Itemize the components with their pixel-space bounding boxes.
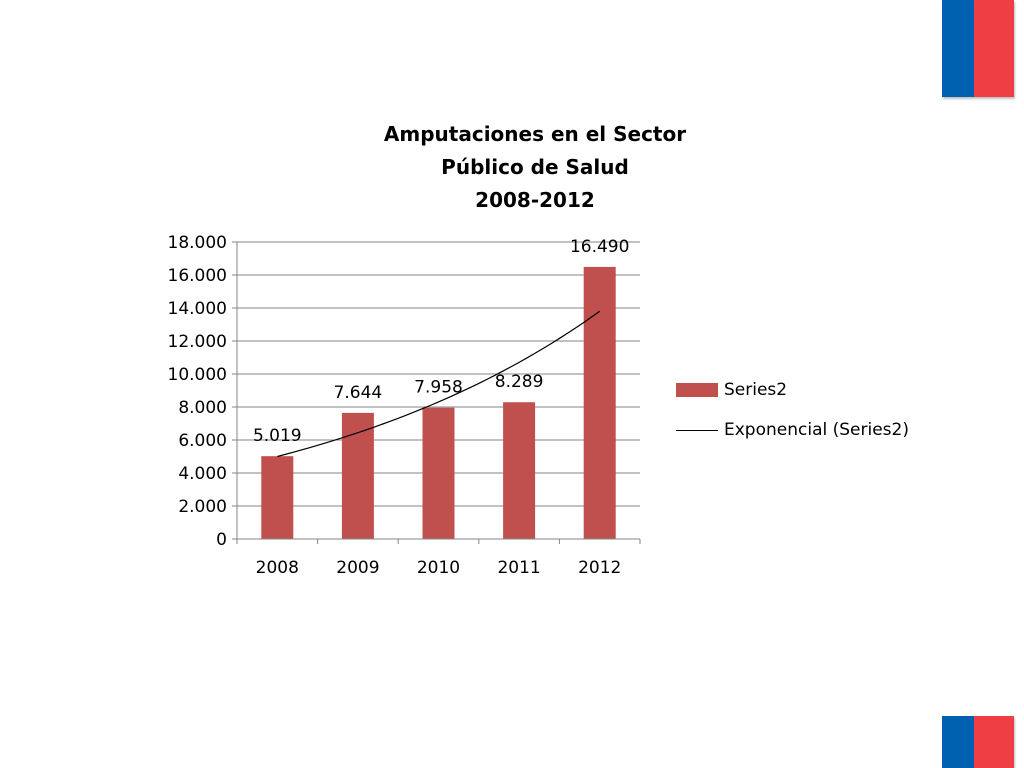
bar-2011 xyxy=(503,402,536,539)
y-tick-label: 0 xyxy=(216,530,227,550)
data-label-2009: 7.644 xyxy=(334,383,383,403)
legend-label-series2: Series2 xyxy=(724,380,788,400)
y-tick-label: 16.000 xyxy=(168,266,227,286)
x-tick-label: 2010 xyxy=(417,558,460,578)
data-label-2011: 8.289 xyxy=(495,372,544,392)
legend-label-trendline: Exponencial (Series2) xyxy=(724,420,909,440)
flag-red-band xyxy=(974,0,1014,97)
y-tick-label: 8.000 xyxy=(178,398,227,418)
legend-swatch xyxy=(676,383,718,397)
x-axis: 2008 2009 2010 2011 2012 xyxy=(236,242,641,578)
bar-2010 xyxy=(422,407,455,539)
x-tick-label: 2012 xyxy=(578,558,621,578)
y-tick-label: 2.000 xyxy=(178,497,227,517)
bar-2009 xyxy=(341,412,374,539)
data-label-2010: 7.958 xyxy=(414,378,463,398)
trendline-group xyxy=(277,310,601,458)
trendline xyxy=(277,310,601,458)
legend-item-trendline: Exponencial (Series2) xyxy=(676,410,909,450)
x-tick-label: 2008 xyxy=(256,558,299,578)
y-tick-label: 14.000 xyxy=(168,299,227,319)
y-tick-label: 18.000 xyxy=(168,233,227,253)
bar-2012 xyxy=(583,266,616,539)
chart-title: Amputaciones en el Sector Público de Sal… xyxy=(330,118,740,217)
legend: Series2 Exponencial (Series2) xyxy=(676,370,909,450)
flag-blue-band xyxy=(942,716,974,768)
chart-title-line-2: Público de Salud xyxy=(441,155,629,179)
y-tick-label: 6.000 xyxy=(178,431,227,451)
x-tick-label: 2009 xyxy=(336,558,379,578)
y-tick-label: 10.000 xyxy=(168,365,227,385)
flag-red-band xyxy=(974,716,1014,768)
x-tick-label: 2011 xyxy=(497,558,540,578)
bar-2008 xyxy=(261,456,294,539)
y-tick-label: 12.000 xyxy=(168,332,227,352)
flag-blue-band xyxy=(942,0,974,97)
data-label-2008: 5.019 xyxy=(253,426,302,446)
bars xyxy=(261,266,616,539)
data-labels: 5.019 7.644 7.958 8.289 16.490 xyxy=(253,237,629,446)
chart-title-line-3: 2008-2012 xyxy=(475,188,595,212)
chile-flag-bottom xyxy=(942,716,1014,768)
legend-trendline-swatch xyxy=(676,429,718,431)
legend-item-series2: Series2 xyxy=(676,370,909,410)
y-axis-ticks: 0 2.000 4.000 6.000 8.000 10.000 12.000 14.000 1… xyxy=(168,233,227,550)
data-label-2012: 16.490 xyxy=(570,237,629,257)
chile-flag-top xyxy=(942,0,1014,97)
y-tick-label: 4.000 xyxy=(178,464,227,484)
chart-title-line-1: Amputaciones en el Sector xyxy=(383,122,687,146)
